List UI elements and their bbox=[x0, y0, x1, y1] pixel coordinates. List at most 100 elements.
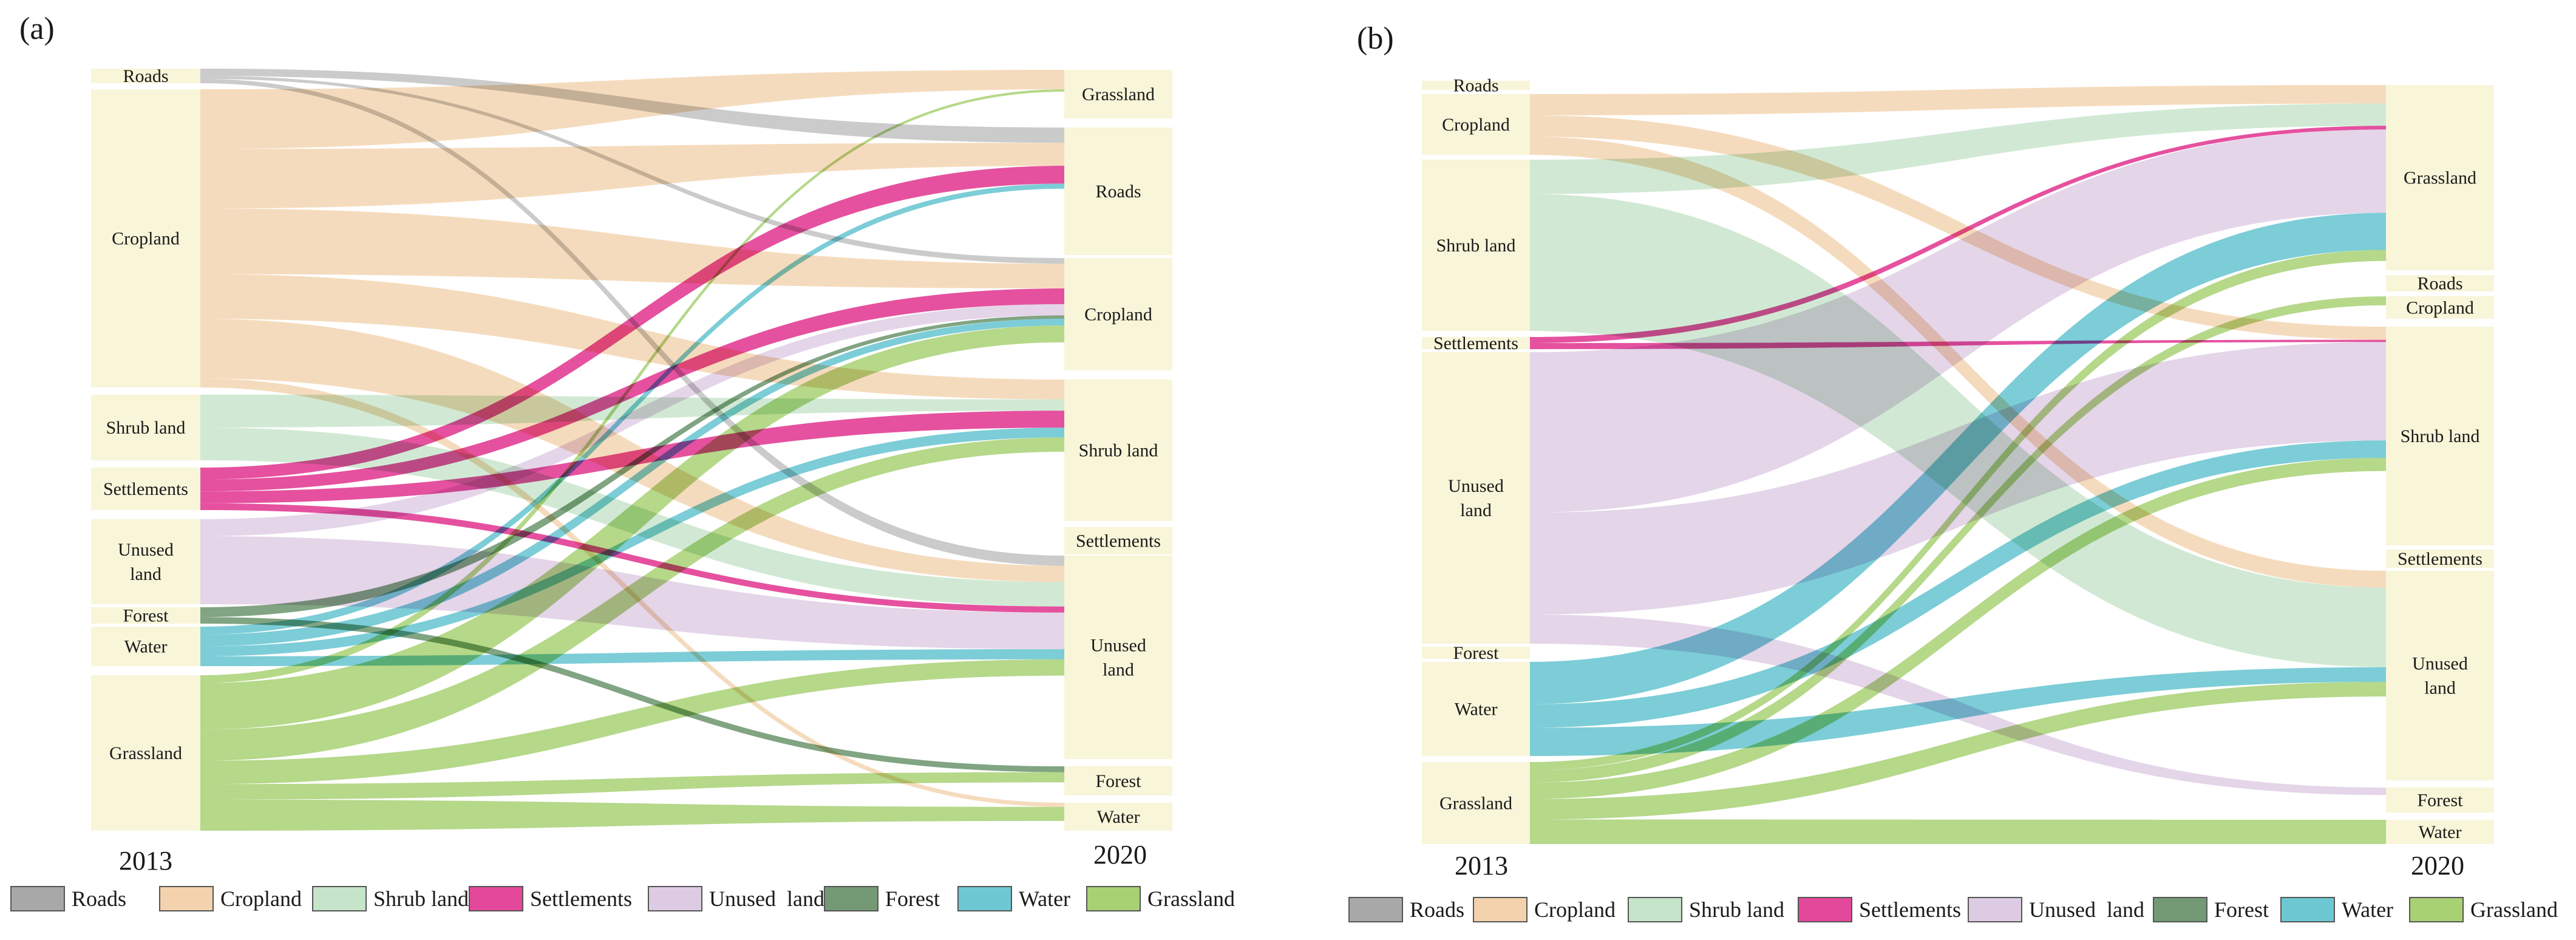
nodes-panel-b: Roads Cropland Shrub land Settlements Unused… bbox=[1422, 76, 2494, 844]
flow-b-grassland-to-cropland bbox=[1530, 296, 2386, 783]
legend-label-grassland: Grassland bbox=[2470, 897, 2558, 922]
flow-a-settlements-to-unused-land bbox=[200, 503, 1064, 613]
flow-a-settlements-to-cropland bbox=[200, 288, 1064, 492]
node-left-a-shrub-land bbox=[91, 395, 200, 460]
node-left-b-cropland bbox=[1422, 94, 1530, 155]
node-label-right-b-cropland: Cropland bbox=[2406, 298, 2474, 318]
legend-swatch-forest bbox=[824, 886, 878, 911]
panel-label-a: (a) bbox=[19, 12, 55, 46]
flow-a-cropland-to-unused-land bbox=[200, 319, 1064, 582]
flow-b-settlements-to-grassland bbox=[1530, 126, 2386, 343]
node-label-right-b-roads: Roads bbox=[2418, 274, 2463, 294]
node-label-right-b-shrub-land: Shrub land bbox=[2401, 426, 2480, 446]
legend-swatch-cropland bbox=[159, 886, 214, 911]
flow-b-cropland-to-grassland bbox=[1530, 85, 2386, 115]
legend-label-roads: Roads bbox=[72, 887, 126, 911]
flow-a-cropland-to-shrub-land bbox=[200, 274, 1064, 400]
left-year-label-a: 2013 bbox=[119, 846, 172, 876]
node-right-b-grassland bbox=[2386, 85, 2494, 270]
sankey-panel-b: (b) Roads Cropland Shrub land Settlements Un… bbox=[1357, 21, 2494, 880]
legend-label-water: Water bbox=[2342, 897, 2393, 922]
node-label-right-a-cropland: Cropland bbox=[1084, 305, 1152, 325]
node-label-left-b-grassland: Grassland bbox=[1439, 794, 1512, 814]
legend-swatch-water bbox=[2280, 897, 2335, 922]
node-label-left-a-roads: Roads bbox=[123, 66, 169, 86]
flow-a-water-to-cropland bbox=[200, 318, 1064, 647]
legend-panel-a: Roads Cropland Shrub land Settlements Unused… bbox=[10, 886, 1235, 911]
node-label-right-a-water: Water bbox=[1097, 807, 1140, 827]
legend-label-cropland: Cropland bbox=[220, 887, 302, 911]
node-label-left-b-water: Water bbox=[1455, 700, 1498, 720]
node-label-right-b-unused-land: land bbox=[2424, 678, 2456, 698]
node-left-a-cropland bbox=[91, 89, 200, 387]
legend-label-forest: Forest bbox=[885, 887, 940, 911]
flow-a-unused-land-to-cropland bbox=[200, 304, 1064, 536]
legend-panel-b: Roads Cropland Shrub land Settlements Unused… bbox=[1348, 897, 2558, 922]
legend-swatch-forest bbox=[2153, 897, 2207, 922]
flow-b-water-to-unused-land bbox=[1530, 667, 2386, 756]
node-right-b-settlements bbox=[2386, 550, 2494, 568]
flow-b-shrub-land-to-grassland bbox=[1530, 103, 2386, 194]
legend-label-unused-land: Unused land bbox=[709, 887, 824, 911]
node-right-b-shrub-land bbox=[2386, 327, 2494, 545]
right-year-label-b: 2020 bbox=[2411, 851, 2464, 880]
node-label-right-b-grassland: Grassland bbox=[2404, 168, 2476, 188]
flow-a-forest-to-cropland bbox=[200, 315, 1064, 618]
node-label-left-b-forest: Forest bbox=[1453, 643, 1500, 663]
legend-label-forest: Forest bbox=[2214, 897, 2269, 922]
node-label-left-a-water: Water bbox=[124, 637, 168, 657]
node-label-right-b-forest: Forest bbox=[2418, 791, 2464, 811]
legend-label-settlements: Settlements bbox=[530, 887, 632, 911]
legend-label-shrub-land: Shrub land bbox=[373, 887, 469, 911]
node-right-a-unused-land bbox=[1064, 556, 1172, 759]
node-left-a-grassland bbox=[91, 675, 200, 831]
node-label-left-a-shrub-land: Shrub land bbox=[106, 418, 186, 438]
flow-b-unused-land-to-shrub-land bbox=[1530, 342, 2386, 615]
node-label-right-a-settlements: Settlements bbox=[1076, 531, 1161, 551]
flow-b-water-to-grassland bbox=[1530, 213, 2386, 704]
node-label-left-a-cropland: Cropland bbox=[112, 229, 180, 249]
legend-swatch-shrub-land bbox=[1628, 897, 1682, 922]
node-label-right-b-water: Water bbox=[2419, 822, 2462, 842]
node-left-a-water bbox=[91, 627, 200, 666]
node-left-b-water bbox=[1422, 662, 1530, 756]
node-label-right-a-shrub-land: Shrub land bbox=[1079, 441, 1158, 461]
flow-a-grassland-to-grassland bbox=[200, 89, 1064, 683]
flow-a-water-to-shrub-land bbox=[200, 427, 1064, 656]
legend-label-roads: Roads bbox=[1410, 897, 1464, 922]
node-left-b-shrub-land bbox=[1422, 160, 1530, 331]
flow-a-grassland-to-unused-land bbox=[200, 659, 1064, 785]
node-left-b-forest bbox=[1422, 647, 1530, 659]
node-label-right-a-forest: Forest bbox=[1096, 771, 1142, 791]
node-label-left-a-settlements: Settlements bbox=[103, 479, 188, 499]
legend-label-grassland: Grassland bbox=[1147, 887, 1235, 911]
flows-panel-b bbox=[1530, 85, 2386, 844]
node-right-a-water bbox=[1064, 803, 1172, 831]
legend-swatch-grassland bbox=[1086, 886, 1141, 911]
node-label-left-b-cropland: Cropland bbox=[1442, 115, 1510, 135]
flow-a-grassland-to-water bbox=[200, 799, 1064, 831]
node-left-b-unused-land bbox=[1422, 352, 1530, 644]
legend-swatch-roads bbox=[10, 886, 65, 911]
node-left-a-unused-land bbox=[91, 519, 200, 604]
node-right-b-water bbox=[2386, 820, 2494, 844]
right-year-label-a: 2020 bbox=[1093, 840, 1147, 870]
flow-b-grassland-to-shrub-land bbox=[1530, 458, 2386, 799]
legend-swatch-unused-land bbox=[1968, 897, 2022, 922]
flow-b-grassland-to-unused-land bbox=[1530, 681, 2386, 820]
node-label-left-b-unused-land: land bbox=[1460, 500, 1492, 520]
legend-swatch-grassland bbox=[2409, 897, 2464, 922]
node-left-b-roads bbox=[1422, 81, 1530, 90]
node-label-right-a-grassland: Grassland bbox=[1082, 84, 1155, 104]
node-right-b-cropland bbox=[2386, 296, 2494, 319]
node-right-b-forest bbox=[2386, 788, 2494, 812]
flow-b-cropland-to-shrub-land bbox=[1530, 115, 2386, 340]
flow-b-grassland-to-water bbox=[1530, 819, 2386, 844]
sankey-panel-a: (a) Roads Cropland Shrub land Settlements Un… bbox=[19, 12, 1172, 876]
node-label-left-a-unused-land: land bbox=[130, 564, 161, 584]
node-label-right-b-settlements: Settlements bbox=[2398, 549, 2483, 569]
flow-a-settlements-to-roads bbox=[200, 166, 1064, 480]
flow-a-cropland-to-roads bbox=[200, 143, 1064, 209]
flow-b-grassland-to-grassland bbox=[1530, 250, 2386, 771]
